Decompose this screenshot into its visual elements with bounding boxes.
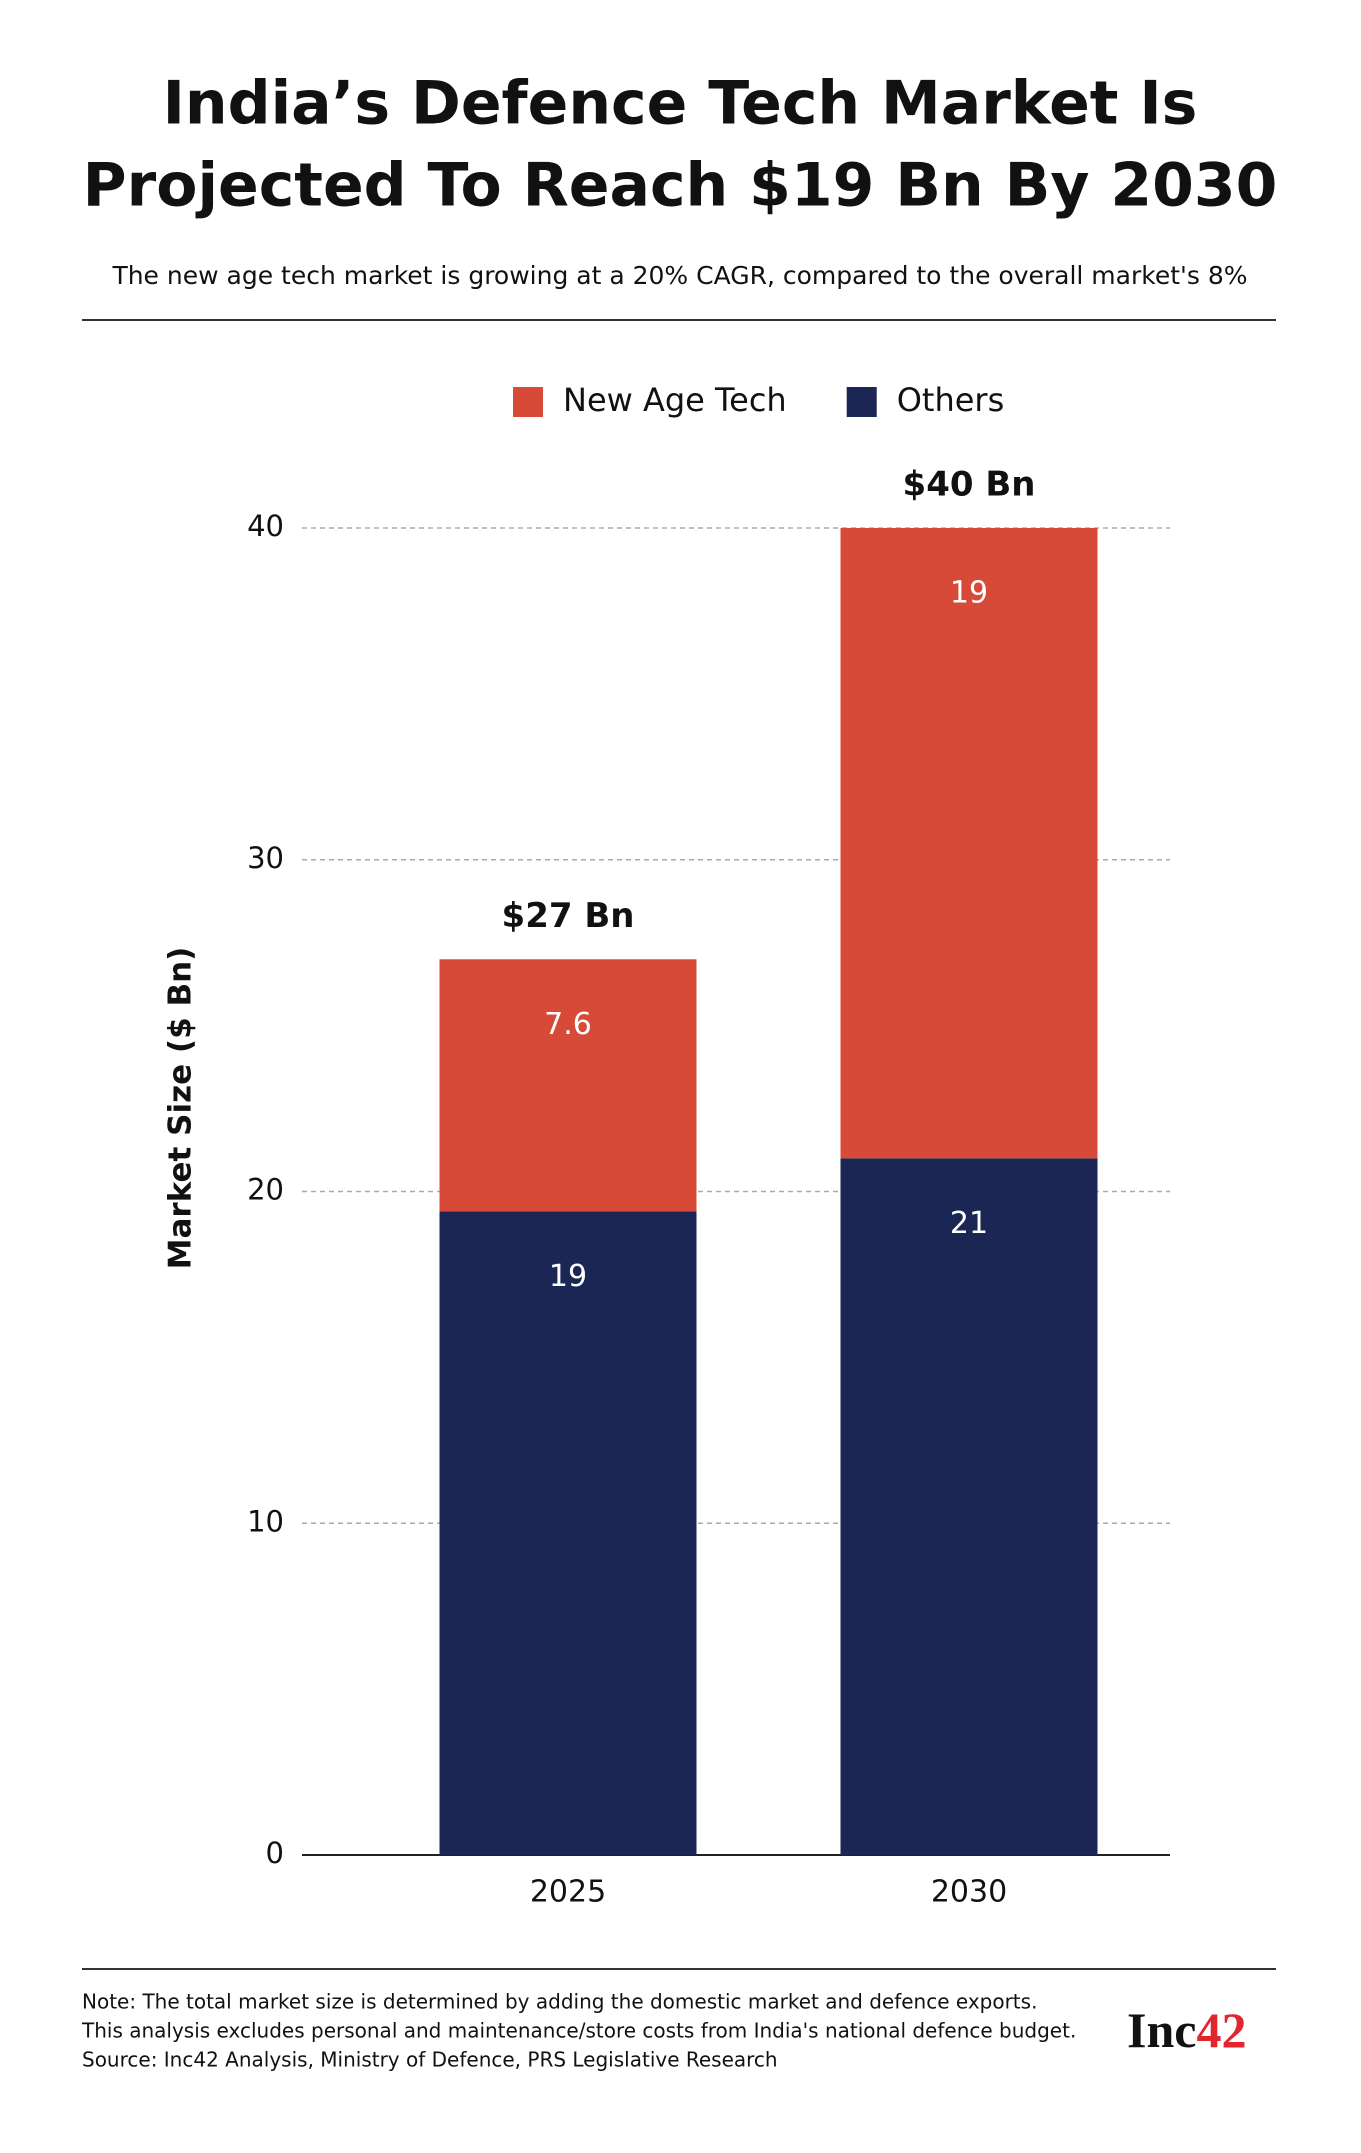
note: This analysis excludes personal and main… — [81, 2019, 1076, 2043]
y-axis-label: Market Size ($ Bn) — [163, 947, 199, 1270]
x-tick-label: 2030 — [931, 1875, 1007, 1910]
chart-title: Projected To Reach $19 Bn By 2030 — [83, 151, 1278, 221]
chart-subtitle: The new age tech market is growing at a … — [111, 261, 1247, 290]
value-label: 19 — [950, 576, 988, 611]
note: Source: Inc42 Analysis, Ministry of Defe… — [82, 2048, 778, 2072]
bar-segment — [840, 1158, 1098, 1855]
y-tick-label: 30 — [247, 841, 284, 875]
logo: Inc42 — [1127, 2002, 1246, 2058]
legend-swatch — [513, 387, 543, 417]
legend-label: New Age Tech — [563, 381, 787, 419]
y-tick-label: 40 — [247, 509, 284, 543]
logo-text: Inc — [1127, 2002, 1196, 2058]
y-tick-label: 0 — [266, 1836, 284, 1870]
x-tick-label: 2025 — [530, 1875, 606, 1910]
legend-label: Others — [897, 381, 1005, 419]
note: Note: The total market size is determine… — [82, 1990, 1037, 2014]
bar-segment — [840, 528, 1098, 1159]
chart-title: India’s Defence Tech Market Is — [163, 69, 1198, 139]
bar-segment — [439, 1211, 697, 1855]
value-label: 21 — [950, 1206, 988, 1241]
logo-text: 42 — [1196, 2002, 1246, 2058]
value-label: 7.6 — [544, 1007, 592, 1042]
y-tick-label: 10 — [247, 1504, 284, 1538]
y-tick-label: 20 — [247, 1173, 284, 1207]
legend-swatch — [846, 387, 877, 417]
value-label: 19 — [549, 1259, 587, 1294]
bar-segment — [439, 959, 697, 1212]
total-label: $27 Bn — [502, 896, 635, 936]
total-label: $40 Bn — [903, 465, 1036, 505]
